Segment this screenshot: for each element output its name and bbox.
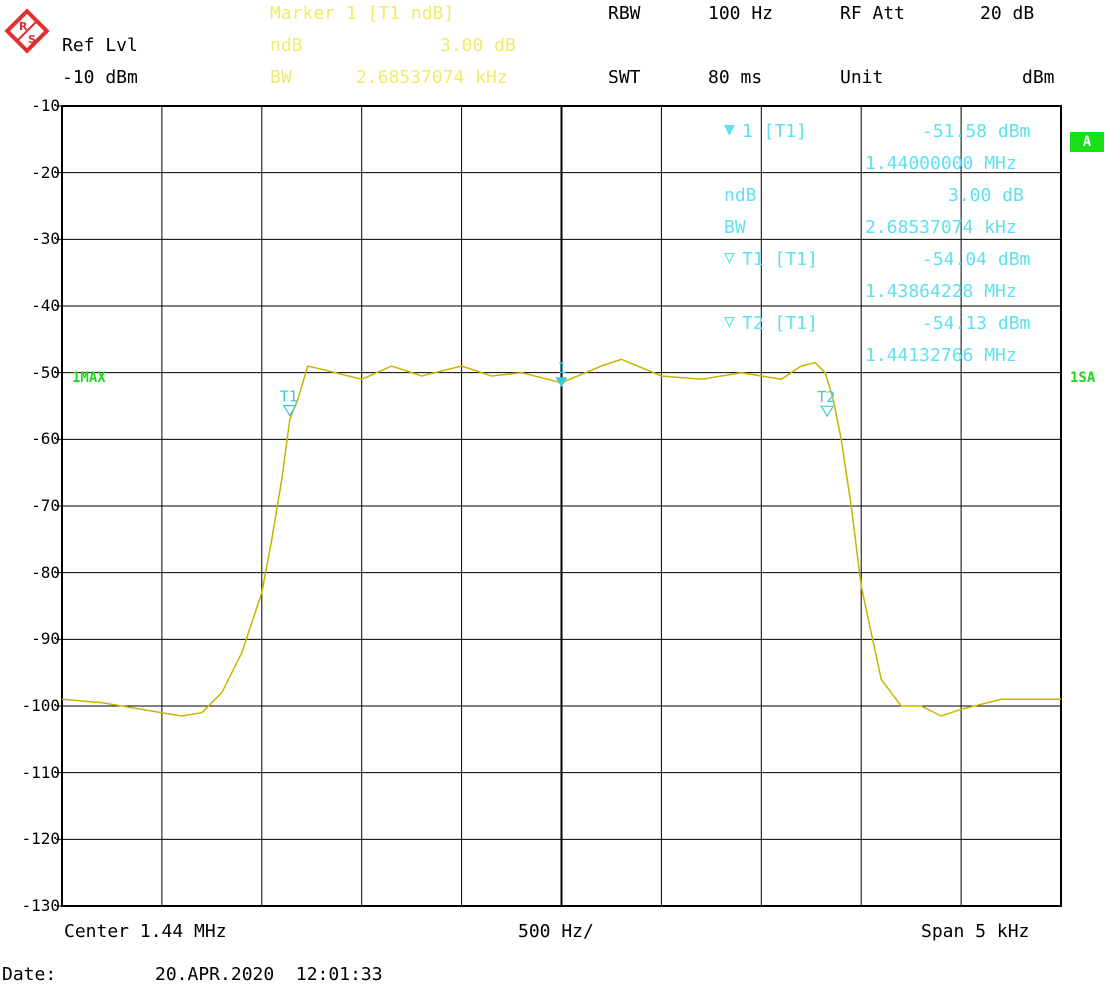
date-value: 20.APR.2020 12:01:33 [155,964,383,985]
y-tick-label: -60 [31,429,60,449]
y-tick-label: -110 [21,762,60,782]
frequency-per-division: 500 Hz/ [518,921,594,942]
marker-1-label: 1 [T1] [742,121,808,142]
date-label: Date: [2,964,57,985]
marker-t1-freq: 1.43864228 MHz [865,281,1017,302]
rohde-schwarz-logo: R S [4,8,50,54]
y-tick-label: -20 [31,162,60,182]
unit-label: Unit [840,67,884,88]
marker-t1-label: T1 [T1] [742,249,818,270]
marker-title: Marker 1 [T1 ndB] [270,3,455,24]
svg-text:R: R [19,20,28,33]
marker-t1-label: T1 [280,388,298,406]
marker-t1-symbol-icon: ▽ [724,247,735,268]
trace-line [61,358,1061,717]
y-tick-label: -50 [31,362,60,382]
rbw-value: 100 Hz [708,3,774,24]
trace-a-badge: A [1070,132,1104,152]
ref-level-value: -10 dBm [62,67,138,88]
svg-text:S: S [28,33,36,46]
ref-level-label: Ref Lvl [62,35,138,56]
rf-att-value: 20 dB [980,3,1035,24]
span: Span 5 kHz [921,921,1030,942]
swt-value: 80 ms [708,67,763,88]
marker-t2-label: T2 [817,388,835,406]
marker-bw-label: BW [724,217,746,238]
ndb-value: 3.00 dB [440,35,516,56]
y-tick-label: -70 [31,496,60,515]
marker-1-label: 1 [558,359,567,377]
marker-ndb-label: ndB [724,185,757,206]
bw-value: 2.68537074 kHz [356,67,508,88]
y-tick-label: -80 [31,562,60,582]
marker-1-freq: 1.44000000 MHz [865,153,1017,174]
rbw-label: RBW [608,3,641,24]
marker-t1-triangle [282,405,297,417]
rf-att-label: RF Att [840,3,906,24]
y-tick-label: -100 [21,696,60,715]
y-tick-label: -10 [31,96,60,115]
y-tick-label: -90 [31,629,60,649]
trace-1max-label: 1MAX [72,370,106,386]
marker-1-symbol-icon: ▼ [724,119,735,140]
marker-bw-value: 2.68537074 kHz [865,217,1017,238]
marker-1-level: -51.58 dBm [922,121,1031,142]
center-frequency: Center 1.44 MHz [64,921,227,942]
marker-t2-symbol-icon: ▽ [724,311,735,332]
y-tick-label: -30 [31,229,60,249]
marker-t1-level: -54.04 dBm [922,249,1031,270]
y-tick-label: -130 [21,896,60,915]
y-tick-label: -120 [21,829,60,849]
y-tick-label: -40 [31,296,60,315]
bw-label: BW [270,67,292,88]
trace-1sa-label: 1SA [1070,370,1096,386]
ndb-label: ndB [270,35,303,56]
marker-t2-level: -54.13 dBm [922,313,1031,334]
marker-ndb-value: 3.00 dB [948,185,1024,206]
marker-1-triangle [555,377,568,388]
unit-value: dBm [1022,67,1055,88]
swt-label: SWT [608,67,641,88]
marker-t2-label: T2 [T1] [742,313,818,334]
marker-t2-freq: 1.44132766 MHz [865,345,1017,366]
marker-t2-triangle [820,405,835,418]
